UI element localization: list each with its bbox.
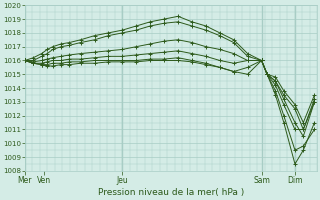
X-axis label: Pression niveau de la mer( hPa ): Pression niveau de la mer( hPa ) [98,188,244,197]
